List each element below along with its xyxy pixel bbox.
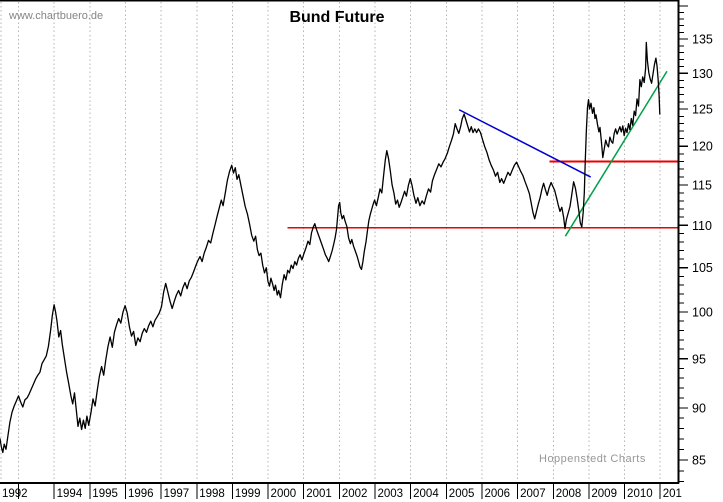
x-label-2002: 2002 [342,488,368,500]
y-label-115: 115 [692,178,712,192]
x-label-1994: 1994 [57,488,83,500]
y-axis-labels: 135 130 125 120 115 110 105 100 95 90 85 [692,33,713,468]
y-label-120: 120 [692,140,713,154]
x-ticks [18,483,661,499]
x-label-1998: 1998 [199,488,225,500]
x-label-201: 201 [663,488,682,500]
x-label-2007: 2007 [520,488,546,500]
x-label-1999: 1999 [235,488,261,500]
y-label-135: 135 [692,33,713,47]
trendline-downtrend-2005-2009 [458,109,592,178]
axes [0,0,680,484]
year-gridlines [0,2,661,481]
y-label-90: 90 [692,401,706,415]
support-lines [287,160,678,229]
x-label-2010: 2010 [627,488,653,500]
x-label-1992: 1992 [2,488,28,500]
x-label-2006: 2006 [484,488,510,500]
x-label-2000: 2000 [271,488,297,500]
x-label-2009: 2009 [591,488,617,500]
x-label-2003: 2003 [378,488,404,500]
chart-title: Bund Future [289,9,385,26]
y-label-110: 110 [692,219,712,233]
x-label-2001: 2001 [306,488,332,500]
watermark-chartbuero: www.chartbuero.de [9,10,104,22]
trendline-uptrend-2008-2011 [564,70,668,237]
x-label-1997: 1997 [164,488,190,500]
x-label-2008: 2008 [556,488,582,500]
x-label-2004: 2004 [413,488,439,500]
y-ticks [679,5,688,483]
x-label-1996: 1996 [128,488,154,500]
watermark-hoppenstedt: Hoppenstedt Charts [539,453,646,465]
x-label-2005: 2005 [449,488,475,500]
y-label-130: 130 [692,67,713,81]
x-label-1995: 1995 [92,488,118,500]
y-label-125: 125 [692,103,713,117]
y-label-85: 85 [692,453,706,467]
y-label-105: 105 [692,261,713,275]
y-label-95: 95 [692,352,706,366]
x-axis-labels: 1992 1994 1995 1996 1997 1998 1999 2000 2001 2002… [2,488,682,500]
y-label-100: 100 [692,306,713,320]
price-line [0,41,661,454]
